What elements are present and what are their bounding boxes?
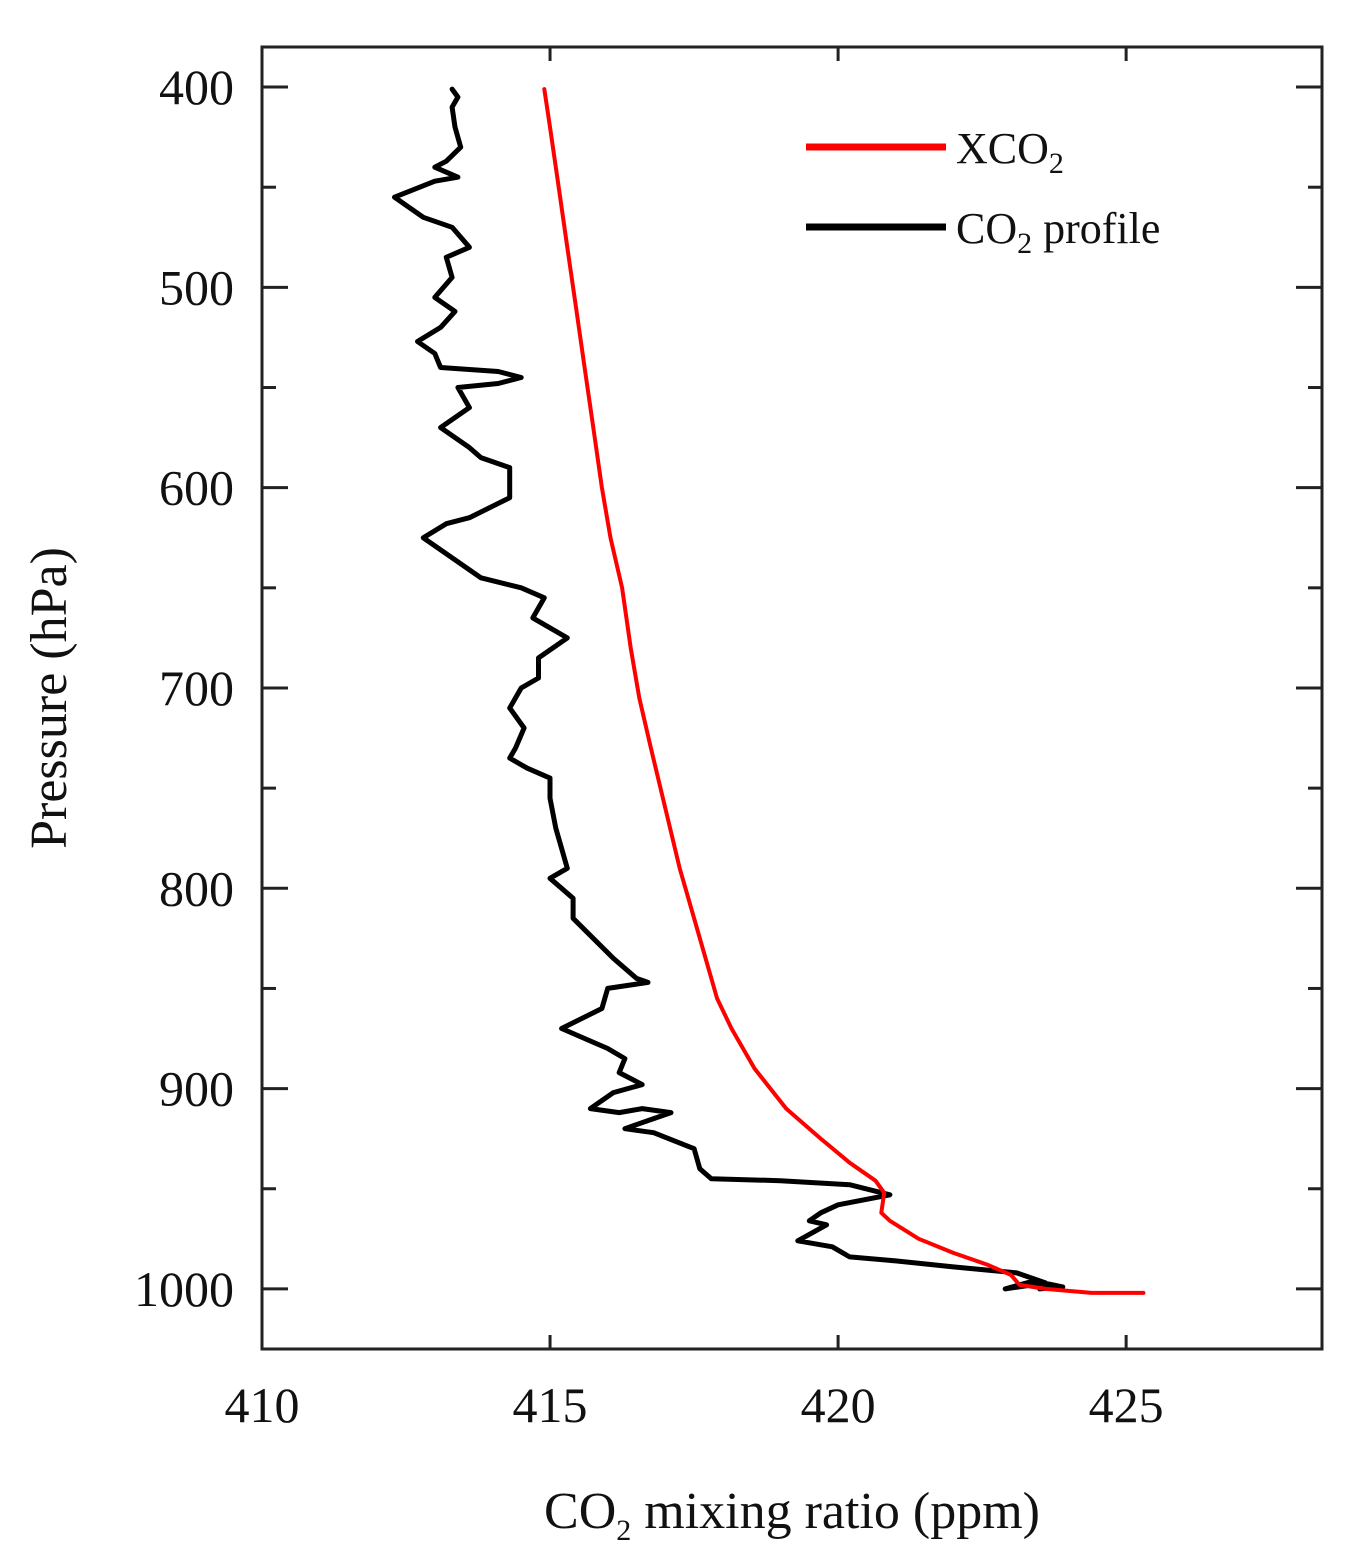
y-tick-label-500: 500 bbox=[159, 259, 234, 315]
series-layer bbox=[392, 86, 1146, 1295]
y-tick-label-1000: 1000 bbox=[134, 1261, 234, 1317]
y-tick-label-800: 800 bbox=[159, 860, 234, 916]
legend-label-subscript: 2 bbox=[1017, 227, 1032, 260]
legend-label-co2-profile: CO2 profile bbox=[956, 204, 1160, 260]
axis-tick-labels: 410 415 420 425 400 500 600 700 800 900 1000 bbox=[134, 59, 1164, 1433]
x-axis-title-suffix: mixing ratio (ppm) bbox=[631, 1483, 1040, 1540]
y-tick-label-900: 900 bbox=[159, 1061, 234, 1117]
x-tick-label-425: 425 bbox=[1089, 1377, 1164, 1433]
legend-label-suffix: profile bbox=[1032, 204, 1160, 253]
x-axis-title-subscript: 2 bbox=[616, 1514, 631, 1547]
x-tick-label-410: 410 bbox=[225, 1377, 300, 1433]
y-tick-label-600: 600 bbox=[159, 460, 234, 516]
legend-label-xco2: XCO2 bbox=[956, 124, 1064, 180]
x-axis-title-prefix: CO bbox=[544, 1483, 616, 1540]
axis-ticks bbox=[260, 47, 1322, 1349]
legend-label-prefix: CO bbox=[956, 204, 1017, 253]
x-axis-title: CO2 mixing ratio (ppm) bbox=[544, 1483, 1040, 1547]
legend-label-prefix: XCO bbox=[956, 124, 1049, 173]
plot-frame bbox=[260, 45, 1324, 1351]
x-tick-label-420: 420 bbox=[801, 1377, 876, 1433]
series-line-co2-profile bbox=[392, 86, 1066, 1292]
legend-label-subscript: 2 bbox=[1049, 147, 1064, 180]
y-tick-label-400: 400 bbox=[159, 59, 234, 115]
x-tick-label-415: 415 bbox=[513, 1377, 588, 1433]
series-line-xco2 bbox=[542, 87, 1146, 1295]
y-axis-title: Pressure (hPa) bbox=[21, 547, 78, 849]
y-tick-label-700: 700 bbox=[159, 660, 234, 716]
